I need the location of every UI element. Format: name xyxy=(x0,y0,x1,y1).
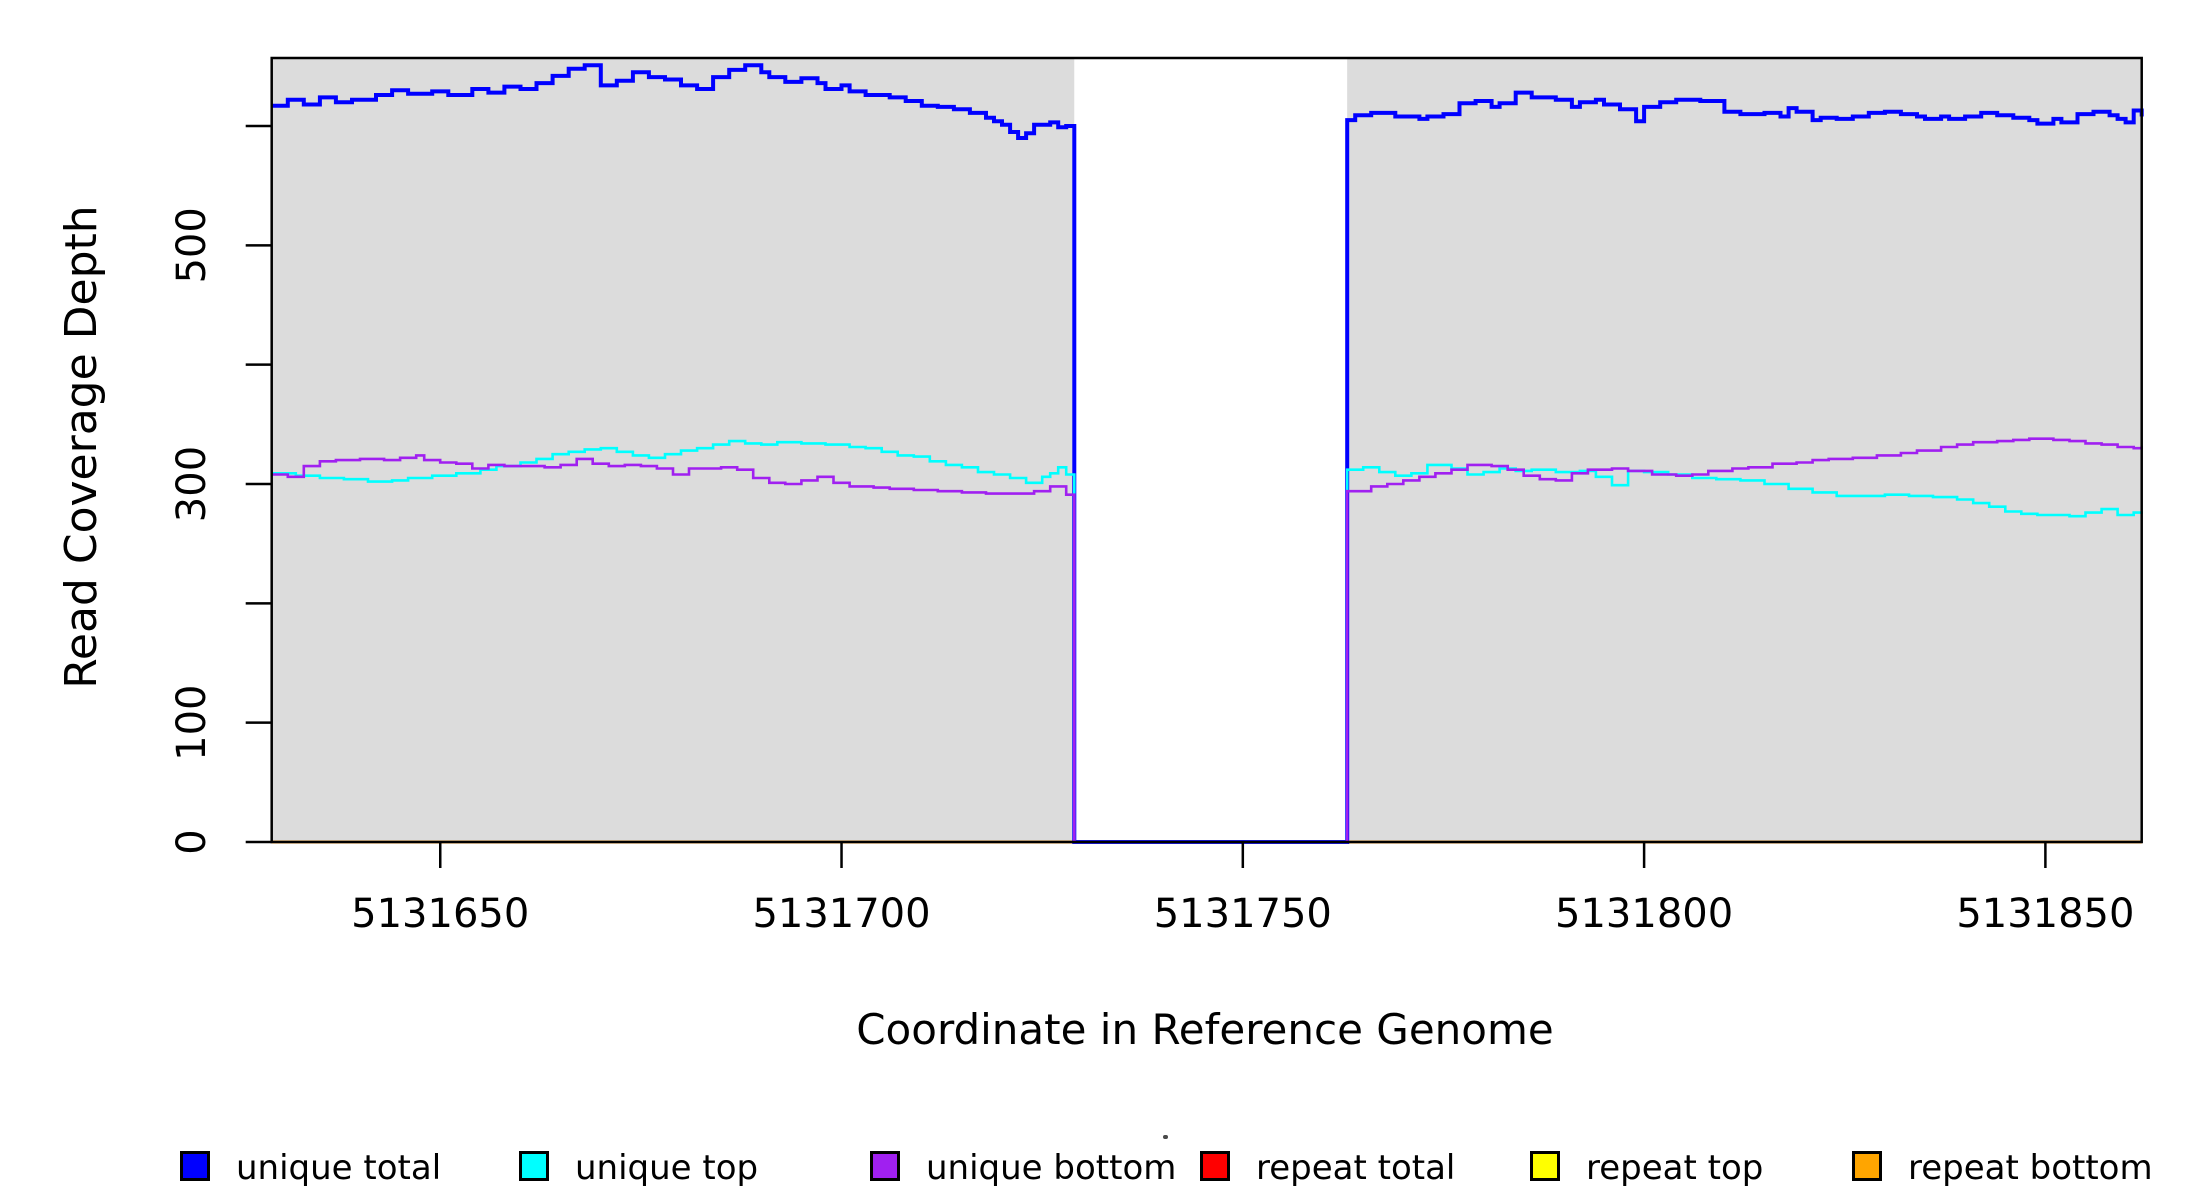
x-tick-label: 5131750 xyxy=(1154,891,1332,937)
legend-item-unique-top: unique top xyxy=(519,1148,758,1188)
legend-label: repeat bottom xyxy=(1908,1148,2153,1188)
x-tick-label: 5131850 xyxy=(1956,891,2134,937)
x-axis-title: Coordinate in Reference Genome xyxy=(856,1005,1554,1054)
coverage-region-shading xyxy=(1347,58,2142,842)
legend-item-repeat-bottom: repeat bottom xyxy=(1852,1148,2153,1188)
legend-label: unique total xyxy=(236,1148,442,1188)
legend-item-repeat-top: repeat top xyxy=(1530,1148,1763,1188)
coverage-region-shading xyxy=(271,58,1075,842)
legend-label: repeat top xyxy=(1586,1148,1764,1188)
y-tick-label: 300 xyxy=(169,446,215,522)
legend-swatch-icon xyxy=(1530,1151,1560,1181)
legend-swatch-icon xyxy=(1200,1151,1230,1181)
legend-label: repeat total xyxy=(1256,1148,1456,1188)
x-tick-label: 5131800 xyxy=(1555,891,1733,937)
x-tick-label: 5131700 xyxy=(752,891,930,937)
y-tick-label: 100 xyxy=(169,684,215,760)
legend-swatch-icon xyxy=(870,1151,900,1181)
stray-dot xyxy=(1163,1135,1168,1139)
y-tick-label: 0 xyxy=(169,829,215,854)
legend-swatch-icon xyxy=(519,1151,549,1181)
legend-item-repeat-total: repeat total xyxy=(1200,1148,1455,1188)
legend-label: unique top xyxy=(575,1148,759,1188)
series-unique-top xyxy=(271,439,2143,844)
y-tick-label: 500 xyxy=(169,207,215,283)
legend-item-unique-bottom: unique bottom xyxy=(870,1148,1176,1188)
legend-label: unique bottom xyxy=(926,1148,1177,1188)
legend-item-unique-total: unique total xyxy=(180,1148,441,1188)
y-axis-title: Read Coverage Depth xyxy=(56,205,107,689)
series-unique-bottom xyxy=(271,437,2143,844)
plot-box xyxy=(270,56,2143,844)
series-unique-total xyxy=(271,63,2144,844)
legend-swatch-icon xyxy=(180,1151,210,1181)
legend-swatch-icon xyxy=(1852,1151,1882,1181)
x-tick-label: 5131650 xyxy=(351,891,529,937)
